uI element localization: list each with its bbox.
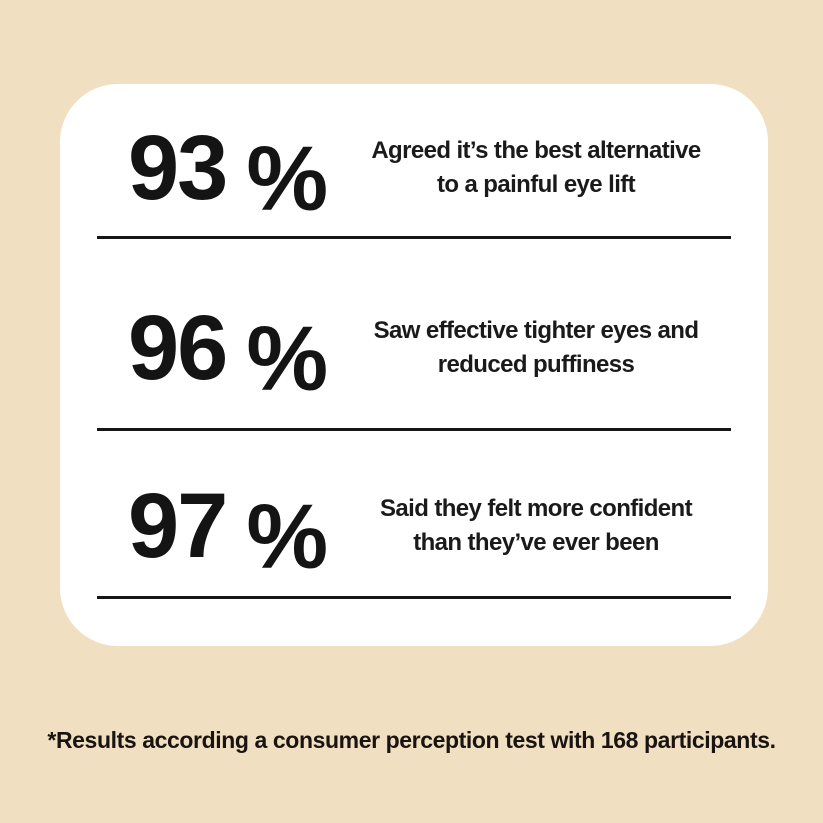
stat-description-line2: reduced puffiness bbox=[437, 351, 635, 378]
stat-description-line1: Saw effective tighter eyes and bbox=[373, 317, 699, 344]
stats-card: 93% Agreed it’s the best alternative to … bbox=[60, 84, 768, 646]
stat-value-1: 93% bbox=[128, 122, 346, 225]
stat-description-3: Said they felt more confident than they’… bbox=[346, 492, 768, 560]
stat-row-3: 97% Said they felt more confident than t… bbox=[60, 462, 768, 590]
footnote-text: *Results according a consumer perception… bbox=[47, 727, 776, 753]
stat-value-3: 97% bbox=[128, 480, 346, 583]
stat-row-1: 93% Agreed it’s the best alternative to … bbox=[60, 104, 768, 232]
stat-description-line2: to a painful eye lift bbox=[436, 171, 636, 198]
stat-value-2: 96% bbox=[128, 302, 346, 405]
stat-row-2: 96% Saw effective tighter eyes and reduc… bbox=[60, 284, 768, 412]
stat-description-2: Saw effective tighter eyes and reduced p… bbox=[346, 314, 768, 382]
percent-sign: % bbox=[246, 308, 329, 410]
stat-number: 97 bbox=[128, 475, 228, 577]
divider-3 bbox=[97, 596, 731, 599]
stat-description-1: Agreed it’s the best alternative to a pa… bbox=[346, 134, 768, 202]
stat-number: 93 bbox=[128, 117, 228, 219]
stat-description-line2: than they’ve ever been bbox=[413, 529, 659, 556]
divider-1 bbox=[97, 236, 731, 239]
stat-description-line1: Said they felt more confident bbox=[380, 495, 693, 522]
stat-number: 96 bbox=[128, 297, 228, 399]
percent-sign: % bbox=[246, 486, 329, 588]
divider-2 bbox=[97, 428, 731, 431]
percent-sign: % bbox=[246, 128, 329, 230]
stat-description-line1: Agreed it’s the best alternative bbox=[371, 137, 701, 164]
